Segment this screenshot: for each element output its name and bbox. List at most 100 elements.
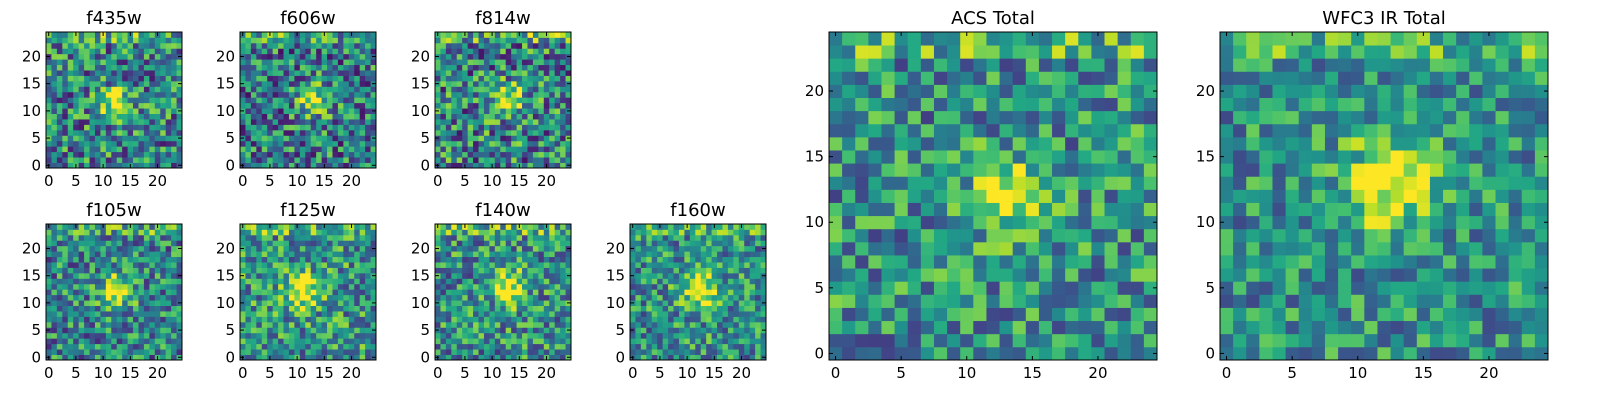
heatmap-cell [538,240,545,247]
heatmap-cell [67,129,74,136]
heatmap-cell [299,70,306,76]
y-tick-label: 10 [22,102,41,120]
heatmap-cell [711,234,718,241]
heatmap-cell [105,289,112,296]
heatmap-cell [310,64,317,71]
heatmap-cell [651,332,658,339]
heatmap-cell [456,262,463,268]
heatmap-cell [299,343,306,350]
heatmap-cell [500,305,507,312]
heatmap-cell [149,305,156,312]
heatmap-cell [56,129,63,136]
heatmap-cell [445,102,452,109]
heatmap-cell [116,42,123,49]
heatmap-cell [127,332,134,339]
heatmap-cell [842,294,856,308]
heatmap-cell [327,272,333,279]
heatmap-cell [516,75,523,82]
heatmap-cell [494,59,501,66]
heatmap-cell [1052,320,1066,335]
heatmap-cell [760,278,767,285]
heatmap-cell [522,42,528,49]
heatmap-cell [483,278,490,285]
heatmap-cell [668,343,674,350]
heatmap-cell [1143,189,1158,203]
heatmap-cell [160,354,167,361]
heatmap-cell [348,272,355,279]
heatmap-cell [359,102,366,109]
heatmap-cell [111,113,118,120]
heatmap-cell [478,37,485,44]
heatmap-cell [100,80,107,87]
heatmap-cell [973,307,987,322]
heatmap-cell [337,151,344,158]
heatmap-cell [62,349,69,355]
heatmap-cell [283,42,290,49]
heatmap-cell [483,32,490,38]
heatmap-cell [294,283,301,290]
heatmap-cell [440,80,447,87]
heatmap-cell [717,272,723,279]
chart-title: f140w [475,200,530,221]
heatmap-cell [327,267,333,274]
heatmap-cell [711,300,718,306]
heatmap-cell [907,176,922,190]
heatmap-cell [138,80,145,87]
heatmap-cell [462,316,469,323]
heatmap-cell [440,272,447,279]
heatmap-cell [370,59,377,66]
heatmap-cell [138,32,145,38]
heatmap-cell [1117,268,1132,282]
heatmap-cell [127,300,134,306]
heatmap-cell [560,316,566,323]
heatmap-cell [78,224,85,230]
heatmap-cell [538,75,545,82]
heatmap-cell [1104,241,1119,256]
heatmap-cell [755,327,761,334]
heatmap-cell [445,343,452,350]
heatmap-cell [689,234,696,241]
heatmap-cell [462,327,469,334]
heatmap-cell [451,75,458,82]
heatmap-cell [283,283,290,290]
heatmap-cell [467,32,474,38]
heatmap-cell [1078,202,1092,217]
heatmap-cell [511,108,517,114]
heatmap-cell [327,229,333,236]
heatmap-cell [149,146,156,153]
heatmap-cell [549,294,556,301]
heatmap-cell [122,229,128,236]
heatmap-cell [245,332,252,339]
heatmap-cell [511,53,517,60]
heatmap-cell [640,224,647,230]
heatmap-cell [278,272,284,279]
heatmap-cell [445,300,452,306]
heatmap-cell [494,294,501,301]
heatmap-cell [986,176,1000,190]
heatmap-cell [160,162,167,169]
heatmap-cell [933,294,948,308]
heatmap-cell [370,70,377,76]
heatmap-cell [678,349,685,355]
heatmap-cell [445,91,452,98]
heatmap-cell [483,311,490,317]
heatmap-cell [138,327,145,334]
heatmap-cell [673,283,680,290]
heatmap-cell [462,289,469,296]
heatmap-cell [165,300,172,306]
heatmap-cell [267,86,274,93]
heatmap-cell [684,300,691,306]
heatmap-cell [733,349,740,355]
heatmap-cell [105,80,112,87]
heatmap-cell [505,75,512,82]
heatmap-cell [1038,268,1053,282]
heatmap-cell [473,332,479,339]
heatmap-cell [973,176,987,190]
heatmap-cell [240,140,246,147]
heatmap-cell [842,307,856,322]
heatmap-cell [256,349,263,355]
heatmap-cell [56,140,63,147]
heatmap-cell [84,124,90,131]
heatmap-cell [489,64,496,71]
heatmap-cell [316,343,322,350]
